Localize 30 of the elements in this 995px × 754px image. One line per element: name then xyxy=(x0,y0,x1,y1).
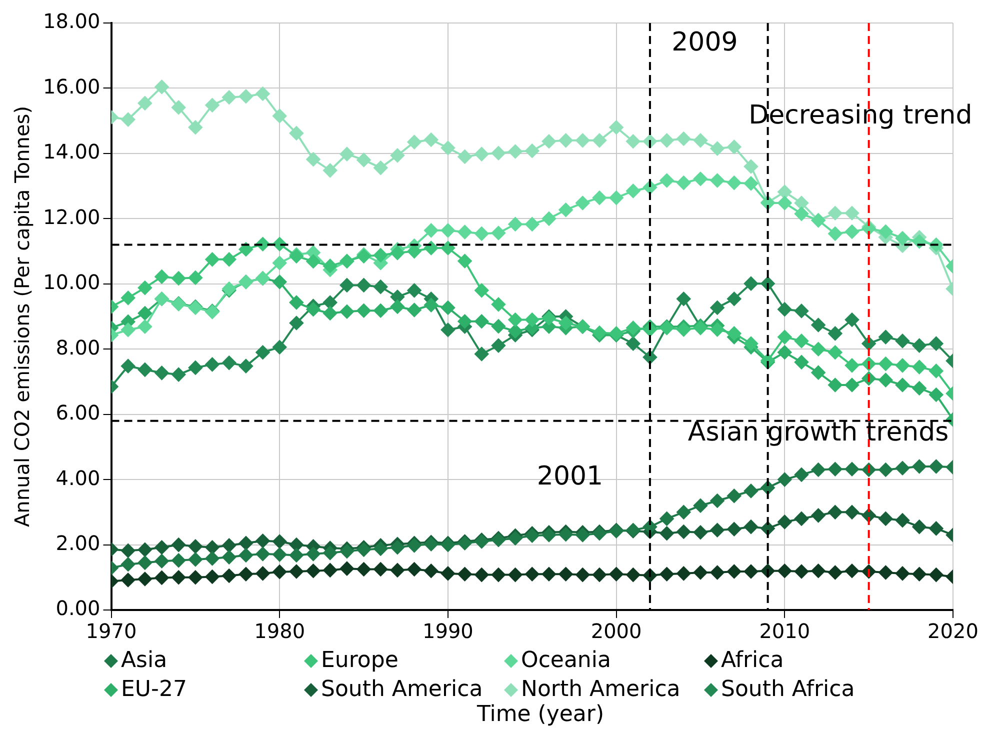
legend-label: EU-27 xyxy=(121,677,187,702)
x-tick-label: 1980 xyxy=(254,619,306,644)
y-tick-label: 14.00 xyxy=(42,140,100,164)
x-axis-title: Time (year) xyxy=(476,702,606,727)
x-tick-label: 2020 xyxy=(928,619,978,644)
annotation: Decreasing trend xyxy=(748,100,972,131)
y-tick-label: 10.00 xyxy=(42,270,100,294)
y-tick-label: 2.00 xyxy=(56,530,100,555)
legend-label: North America xyxy=(521,677,680,702)
x-tick-label: 2000 xyxy=(590,619,642,644)
y-tick-label: 12.00 xyxy=(42,204,100,229)
legend-label: Asia xyxy=(121,648,168,673)
y-tick-label: 6.00 xyxy=(56,400,100,425)
x-tick-label: 1970 xyxy=(86,619,137,644)
legend-label: Oceania xyxy=(521,648,611,673)
x-tick-label: 2010 xyxy=(759,619,810,644)
legend-label: Europe xyxy=(321,648,398,673)
y-tick-label: 18.00 xyxy=(42,9,100,34)
y-tick-label: 0.00 xyxy=(56,596,100,620)
legend-label: South America xyxy=(321,677,483,702)
legend-label: South Africa xyxy=(721,677,855,702)
y-tick-label: 16.00 xyxy=(42,74,100,98)
x-tick-label: 1990 xyxy=(422,619,474,644)
annotation: 2001 xyxy=(536,462,604,492)
annotation: 2009 xyxy=(672,27,738,58)
legend-label: Africa xyxy=(721,648,784,673)
y-tick-label: 4.00 xyxy=(56,466,100,490)
y-tick-label: 8.00 xyxy=(56,335,100,360)
y-axis-title: Annual CO2 emissions (Per capita Tonnes) xyxy=(10,106,34,528)
annotation: Asian growth trends xyxy=(688,418,949,448)
